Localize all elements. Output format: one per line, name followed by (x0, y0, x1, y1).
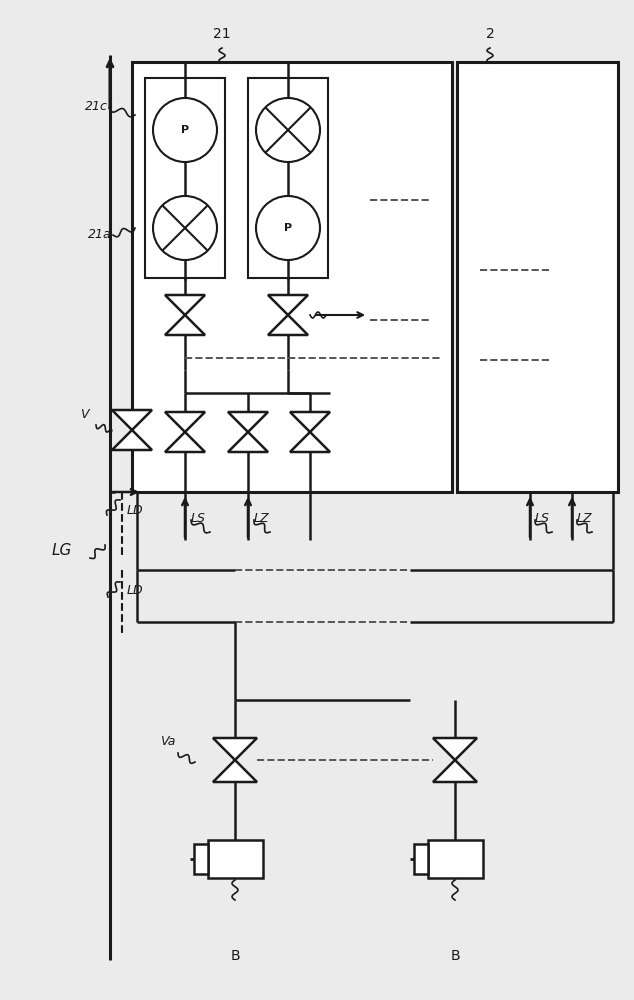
Text: V: V (80, 408, 89, 421)
Polygon shape (165, 315, 205, 335)
Polygon shape (290, 412, 330, 432)
Text: LG: LG (52, 543, 72, 558)
Polygon shape (213, 760, 257, 782)
Bar (145, 78, 225, 278)
Text: B: B (230, 949, 240, 963)
Bar (414, 844, 428, 874)
Text: 21a: 21a (88, 228, 112, 241)
Polygon shape (290, 432, 330, 452)
Polygon shape (112, 430, 152, 450)
Polygon shape (165, 432, 205, 452)
Text: LD: LD (127, 504, 144, 516)
Bar (248, 78, 328, 278)
Text: P: P (181, 125, 189, 135)
Bar (208, 840, 263, 878)
Text: 2: 2 (486, 27, 495, 41)
Circle shape (153, 98, 217, 162)
Polygon shape (268, 315, 308, 335)
Polygon shape (268, 295, 308, 315)
Circle shape (256, 196, 320, 260)
Bar (428, 840, 483, 878)
Polygon shape (433, 760, 477, 782)
Text: Va: Va (160, 735, 175, 748)
Polygon shape (433, 738, 477, 760)
Text: LZ: LZ (254, 512, 269, 524)
Text: 21c: 21c (85, 100, 108, 113)
Polygon shape (112, 410, 152, 430)
Polygon shape (165, 295, 205, 315)
Text: B: B (450, 949, 460, 963)
Polygon shape (228, 412, 268, 432)
Text: LZ: LZ (577, 512, 593, 524)
Text: 21: 21 (213, 27, 231, 41)
Text: LD: LD (127, 584, 144, 596)
Bar (457, 62, 618, 492)
Bar (194, 844, 208, 874)
Circle shape (153, 196, 217, 260)
Polygon shape (165, 412, 205, 432)
Polygon shape (228, 432, 268, 452)
Text: LS: LS (191, 512, 206, 524)
Polygon shape (213, 738, 257, 760)
Text: P: P (284, 223, 292, 233)
Bar (132, 62, 452, 492)
Text: LS: LS (535, 512, 550, 524)
Circle shape (256, 98, 320, 162)
